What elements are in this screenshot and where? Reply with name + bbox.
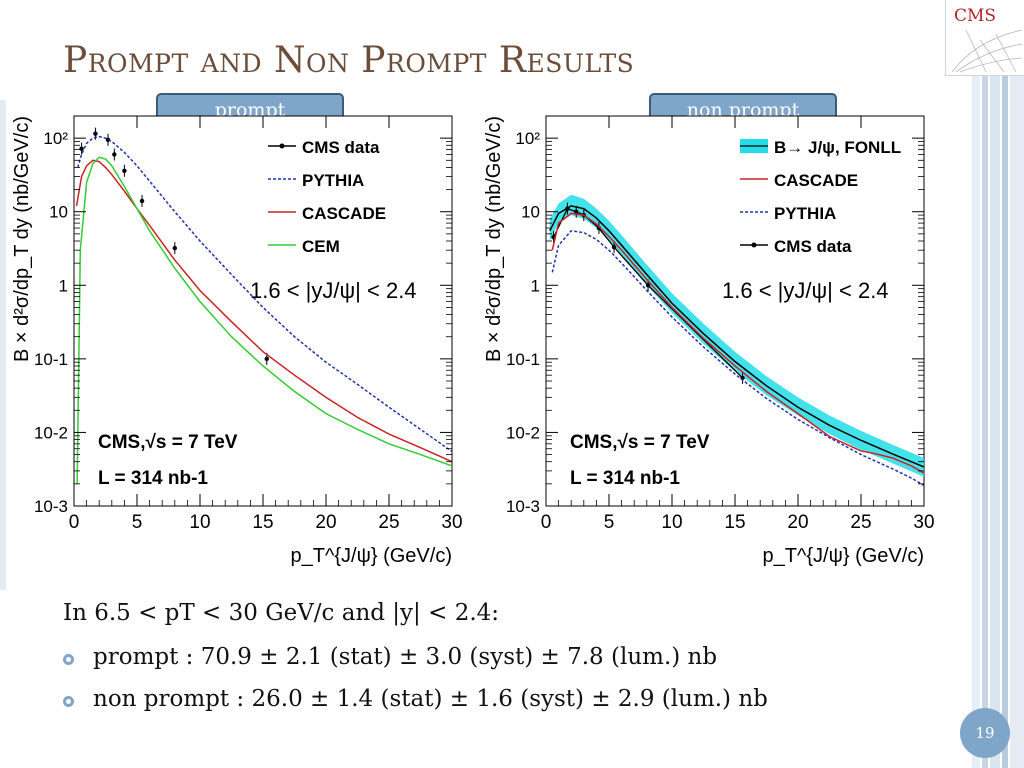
left-decoration <box>0 100 6 590</box>
y-tick-label: 10² <box>515 129 540 148</box>
data-point <box>139 194 145 207</box>
series-cascade <box>551 212 925 474</box>
rapidity-annotation: 1.6 < |yJ/ψ| < 2.4 <box>250 278 417 303</box>
x-tick-label: 20 <box>787 512 808 533</box>
energy-annotation: CMS,√s = 7 TeV <box>570 432 710 453</box>
non-prompt-chart: 0 5 10 15 20 25 30 10-3 10-2 10-1 1 10 10² p_T^{J/ψ} … <box>483 115 935 567</box>
y-tick-label: 1 <box>59 276 68 295</box>
page-number: 19 <box>960 708 1010 758</box>
data-point <box>611 241 617 254</box>
x-tick-label: 25 <box>850 512 871 533</box>
legend-entry: PYTHIA <box>268 171 364 190</box>
legend-entry: B→ J/ψ, FONLL <box>740 138 901 157</box>
legend-entry: PYTHIA <box>740 204 836 223</box>
fonll-band <box>549 194 924 477</box>
data-point <box>122 164 127 177</box>
y-tick-label: 1 <box>531 276 540 295</box>
decorative-stripes <box>972 0 1024 768</box>
y-tick-label: 10-3 <box>34 497 68 516</box>
energy-annotation: CMS,√s = 7 TeV <box>98 432 238 453</box>
series-fonll-central <box>549 205 925 468</box>
bullet-icon <box>63 654 74 665</box>
summary-intro: In 6.5 < pT < 30 GeV/c and |y| < 2.4: <box>63 600 500 626</box>
series-cascade <box>75 159 453 463</box>
y-tick-label: 10 <box>49 203 68 222</box>
y-axis-label: B × d²σ/dp_T dy (nb/GeV/c) <box>483 116 505 362</box>
y-tick-label: 10-1 <box>506 350 540 369</box>
legend-entry: CASCADE <box>740 171 858 190</box>
legend-label: CASCADE <box>302 204 386 223</box>
y-tick-label: 10 <box>521 203 540 222</box>
legend-label: PYTHIA <box>302 171 364 190</box>
legend-label: CMS data <box>302 138 380 157</box>
data-point <box>172 242 177 255</box>
luminosity-annotation: L = 314 nb-1 <box>98 468 208 489</box>
cms-logo-graphic <box>951 29 1023 73</box>
x-tick-label: 25 <box>378 512 399 533</box>
bullet-icon <box>63 696 74 707</box>
legend-label: PYTHIA <box>774 204 836 223</box>
x-tick-label: 5 <box>604 512 615 533</box>
legend-label: CEM <box>302 237 340 256</box>
x-axis-label: p_T^{J/ψ} (GeV/c) <box>291 545 452 567</box>
legend-label: CMS data <box>774 237 852 256</box>
x-tick-label: 30 <box>441 512 462 533</box>
x-tick-label: 5 <box>132 512 143 533</box>
series-pythia <box>551 230 925 487</box>
x-tick-label: 10 <box>661 512 682 533</box>
result-prompt: prompt : 70.9 ± 2.1 (stat) ± 3.0 (syst) … <box>93 644 718 670</box>
y-tick-label: 10-1 <box>34 350 68 369</box>
y-tick-label: 10-3 <box>506 497 540 516</box>
legend-entry: CASCADE <box>268 204 386 223</box>
cms-logo-text: CMS <box>954 6 997 26</box>
x-tick-label: 0 <box>69 512 80 533</box>
x-tick-label: 20 <box>315 512 336 533</box>
data-point <box>79 142 84 155</box>
plot-frame <box>73 115 453 507</box>
x-tick-label: 10 <box>189 512 210 533</box>
y-axis-label: B × d²σ/dp_T dy (nb/GeV/c) <box>11 116 33 362</box>
y-tick-label: 10-2 <box>506 423 540 442</box>
prompt-chart: 0 5 10 15 20 25 30 10-3 10-2 10-1 1 10 10² p_T^{J/ψ} … <box>11 115 463 567</box>
y-tick-label: 10² <box>43 129 68 148</box>
legend-entry: CEM <box>268 237 340 256</box>
x-axis-label: p_T^{J/ψ} (GeV/c) <box>763 545 924 567</box>
y-tick-label: 10-2 <box>34 423 68 442</box>
data-point <box>112 148 117 161</box>
x-tick-label: 15 <box>252 512 273 533</box>
legend-entry: CMS data <box>268 138 380 157</box>
luminosity-annotation: L = 314 nb-1 <box>570 468 680 489</box>
legend-entry: CMS data <box>740 237 852 256</box>
result-non-prompt: non prompt : 26.0 ± 1.4 (stat) ± 1.6 (sy… <box>93 686 768 712</box>
rapidity-annotation: 1.6 < |yJ/ψ| < 2.4 <box>722 278 889 303</box>
x-tick-label: 15 <box>724 512 745 533</box>
series-cem <box>76 156 453 484</box>
legend-label: CASCADE <box>774 171 858 190</box>
slide-title: Prompt and Non Prompt Results <box>63 40 635 81</box>
x-tick-label: 30 <box>913 512 934 533</box>
legend-label: B→ J/ψ, FONLL <box>774 138 901 157</box>
cms-logo: CMS <box>945 0 1024 76</box>
x-tick-label: 0 <box>541 512 552 533</box>
